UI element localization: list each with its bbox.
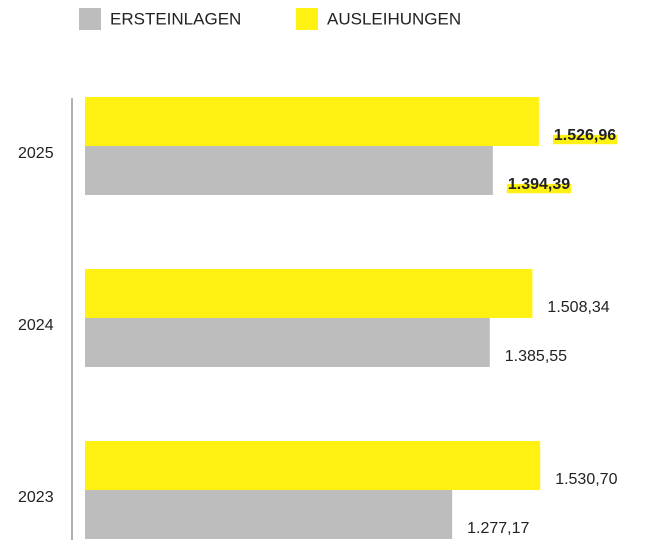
bar	[85, 490, 453, 539]
legend-swatch	[296, 8, 318, 30]
value-label: 1.385,55	[505, 348, 567, 365]
bar	[85, 146, 493, 195]
bar	[85, 441, 541, 490]
label-highlight	[552, 134, 618, 145]
value-label: 1.277,17	[467, 520, 529, 537]
value-label: 1.526,96	[554, 127, 616, 144]
y-tick-label: 2025	[18, 145, 54, 162]
legend-label: AUSLEIHUNGEN	[327, 9, 461, 28]
bar	[85, 269, 533, 318]
legend-swatch	[79, 8, 101, 30]
y-tick-label: 2023	[18, 489, 54, 506]
label-highlight	[506, 183, 572, 194]
value-label: 1.530,70	[555, 471, 617, 488]
value-label: 1.508,34	[547, 299, 609, 316]
bar	[85, 318, 490, 367]
bar	[85, 97, 539, 146]
legend-label: ERSTEINLAGEN	[110, 9, 241, 28]
y-tick-label: 2024	[18, 317, 54, 334]
value-label: 1.394,39	[508, 176, 570, 193]
